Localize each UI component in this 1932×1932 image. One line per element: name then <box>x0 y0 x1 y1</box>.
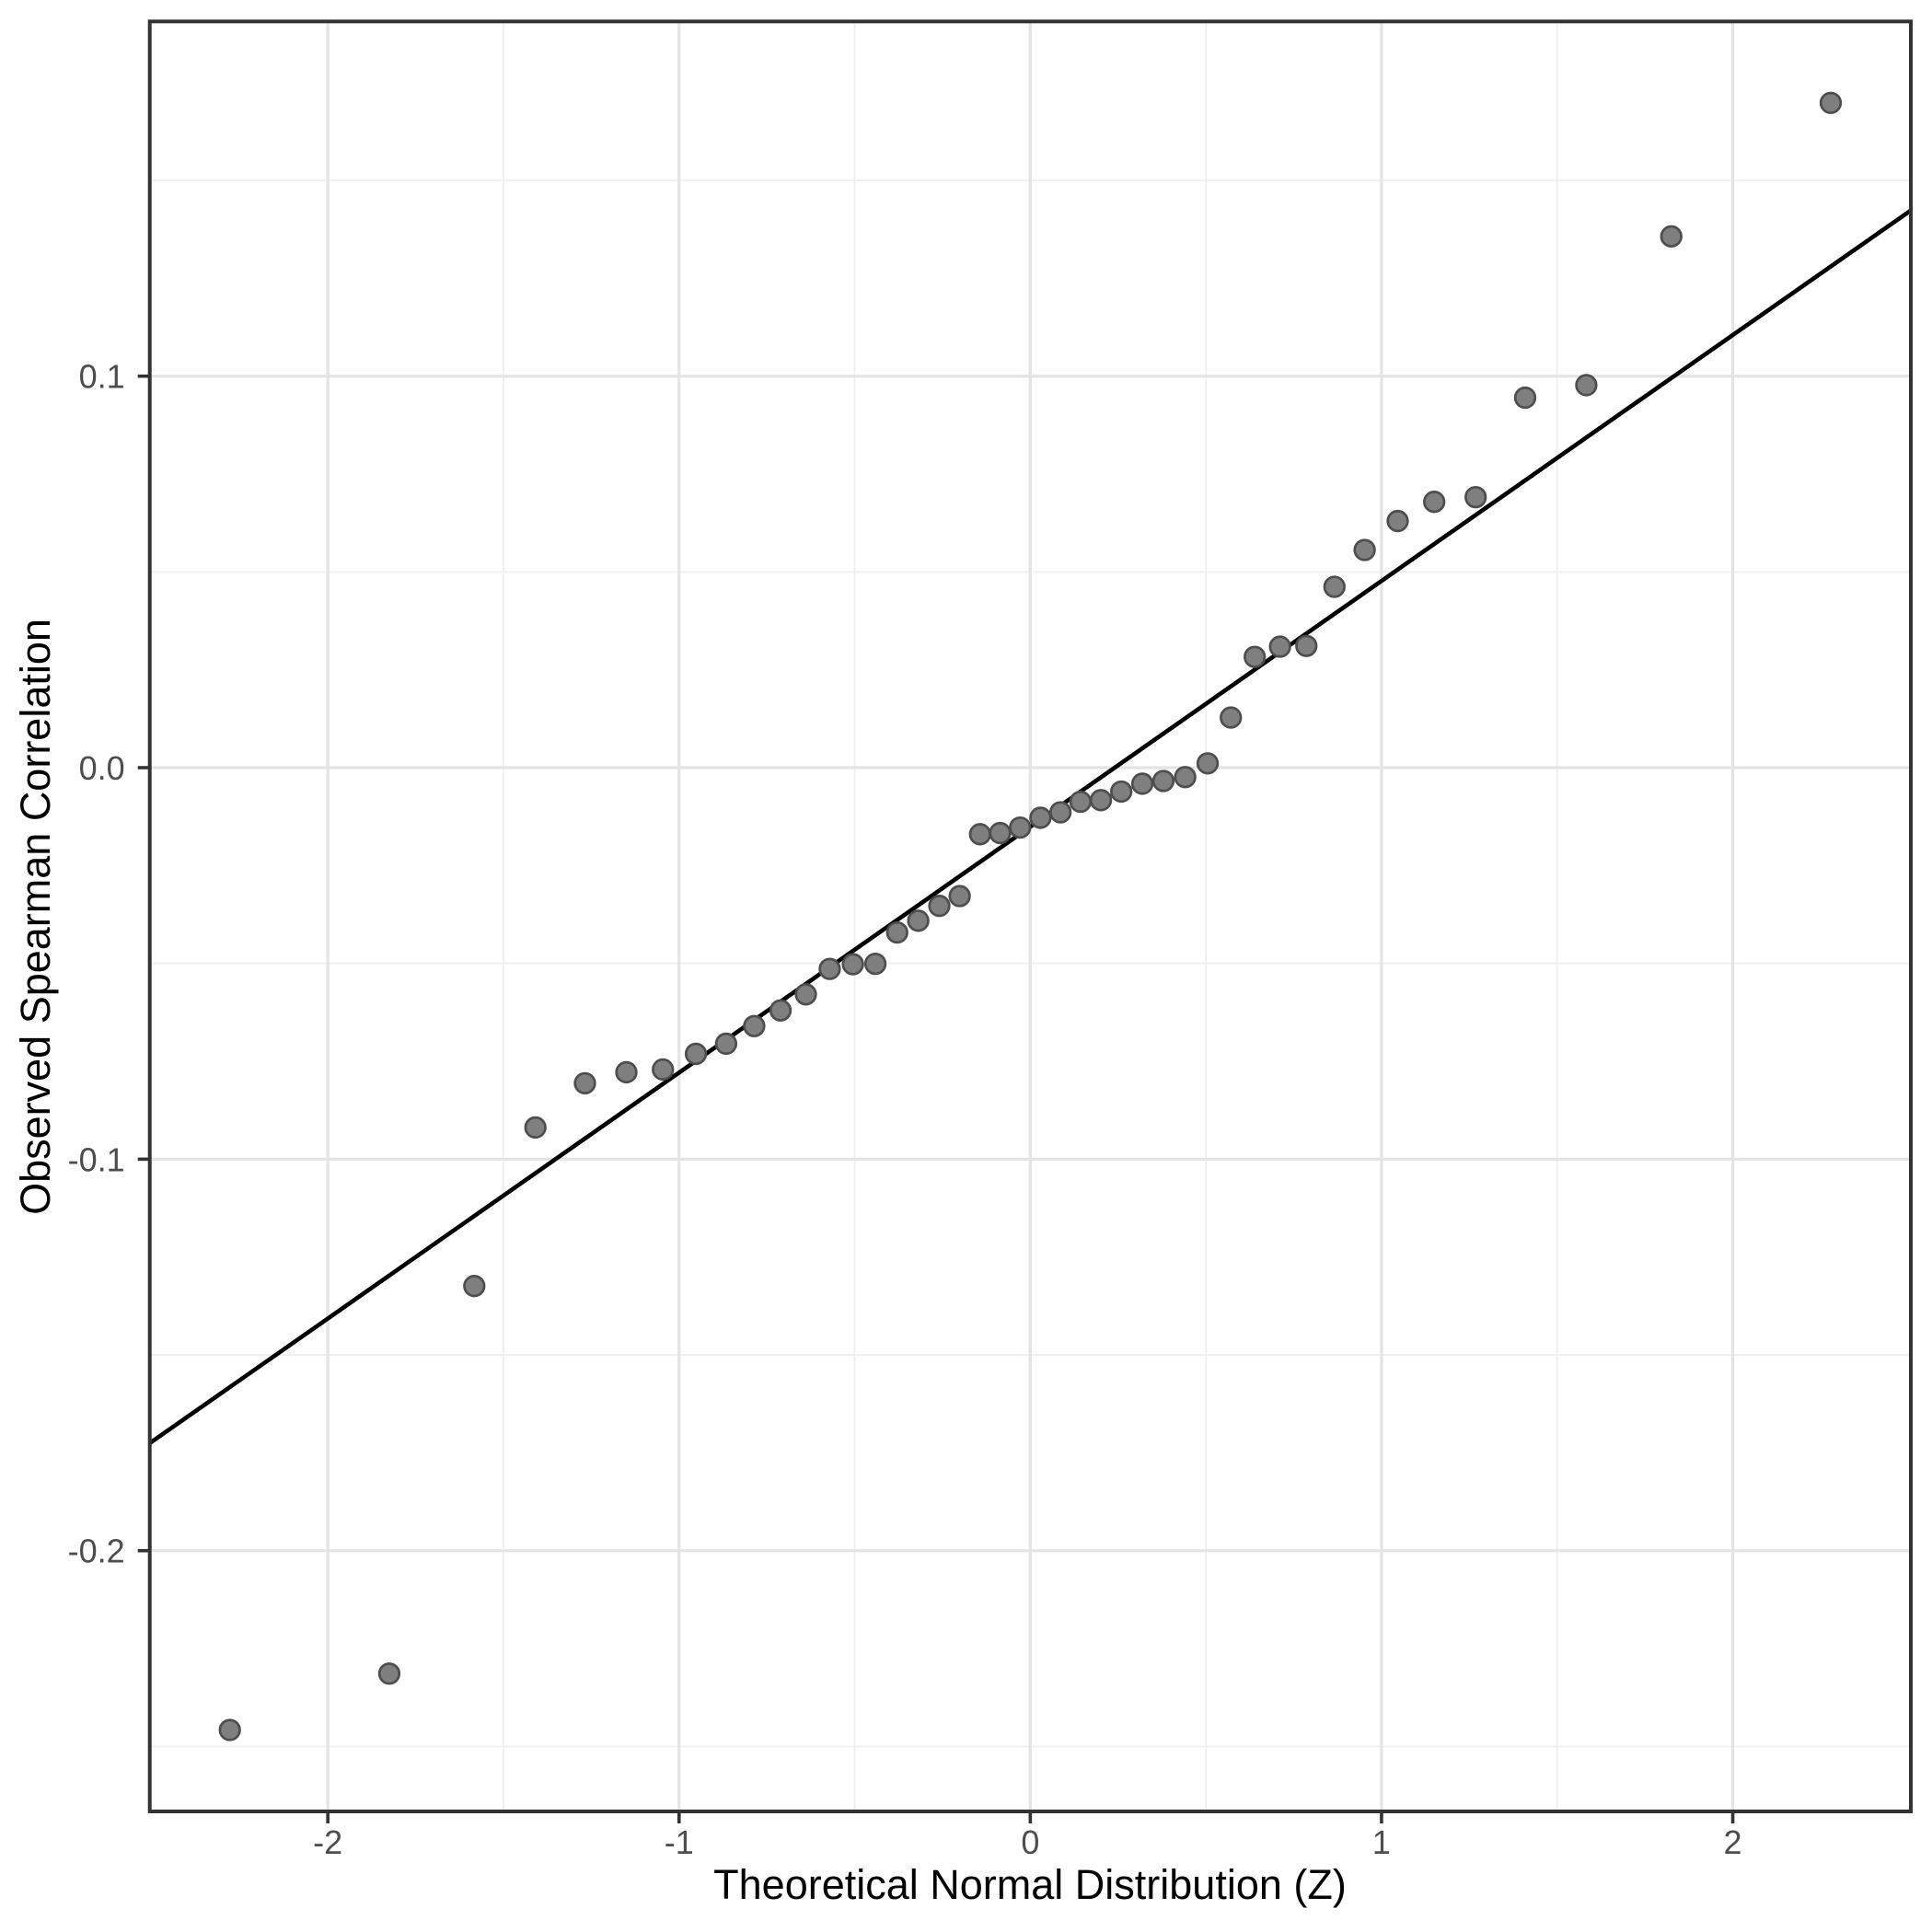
data-point <box>989 821 1012 845</box>
data-point <box>1244 645 1267 668</box>
data-point <box>1268 635 1291 658</box>
data-point <box>1386 509 1409 533</box>
data-point <box>1110 780 1133 804</box>
data-point <box>1513 386 1537 410</box>
x-tick-label: -2 <box>313 1823 342 1861</box>
data-point <box>1464 485 1487 509</box>
data-point <box>907 909 930 932</box>
data-point <box>1353 538 1376 561</box>
axis-ticks <box>137 374 1735 1823</box>
data-point <box>573 1071 596 1094</box>
data-point <box>652 1058 675 1082</box>
data-point <box>714 1032 738 1056</box>
y-tick-labels: 0.1 0.0 -0.1 -0.2 <box>68 358 125 1570</box>
y-tick-label: 0.0 <box>79 749 125 787</box>
data-points <box>218 91 1843 1741</box>
data-point <box>1819 91 1843 114</box>
data-point <box>1423 491 1446 514</box>
y-tick-label: -0.1 <box>68 1140 125 1178</box>
x-axis-title: Theoretical Normal Distribution (Z) <box>713 1861 1347 1908</box>
data-point <box>1575 374 1598 397</box>
data-point <box>743 1014 766 1037</box>
data-point <box>1220 706 1243 729</box>
data-point <box>524 1116 547 1140</box>
data-point <box>1029 806 1052 829</box>
data-point <box>463 1275 486 1298</box>
data-point <box>863 952 887 976</box>
x-tick-label: 0 <box>1021 1823 1039 1861</box>
data-point <box>1323 575 1346 598</box>
data-point <box>1009 816 1032 839</box>
data-point <box>1069 790 1093 814</box>
data-point <box>615 1060 638 1084</box>
x-tick-labels: -2 -1 0 1 2 <box>313 1823 1741 1861</box>
data-point <box>218 1718 241 1741</box>
data-point <box>818 957 841 980</box>
y-axis-title: Observed Spearman Correlation <box>12 619 59 1215</box>
data-point <box>1660 225 1683 248</box>
data-point <box>1089 789 1113 812</box>
data-point <box>968 823 991 846</box>
x-tick-label: 1 <box>1372 1823 1391 1861</box>
data-point <box>794 983 817 1006</box>
y-tick-label: -0.2 <box>68 1533 125 1570</box>
x-tick-label: -1 <box>665 1823 694 1861</box>
data-point <box>841 953 864 976</box>
data-point <box>948 885 971 908</box>
x-tick-label: 2 <box>1724 1823 1742 1861</box>
data-point <box>684 1042 708 1066</box>
data-point <box>1151 769 1175 792</box>
data-point <box>377 1662 401 1685</box>
data-point <box>1174 766 1197 789</box>
data-point <box>1295 634 1318 657</box>
data-point <box>1130 772 1154 795</box>
data-point <box>885 920 908 944</box>
y-tick-label: 0.1 <box>79 358 125 396</box>
data-point <box>1196 752 1220 775</box>
data-point <box>769 999 792 1022</box>
gridlines-major <box>149 21 1911 1811</box>
data-point <box>928 895 951 918</box>
data-point <box>1049 801 1072 824</box>
